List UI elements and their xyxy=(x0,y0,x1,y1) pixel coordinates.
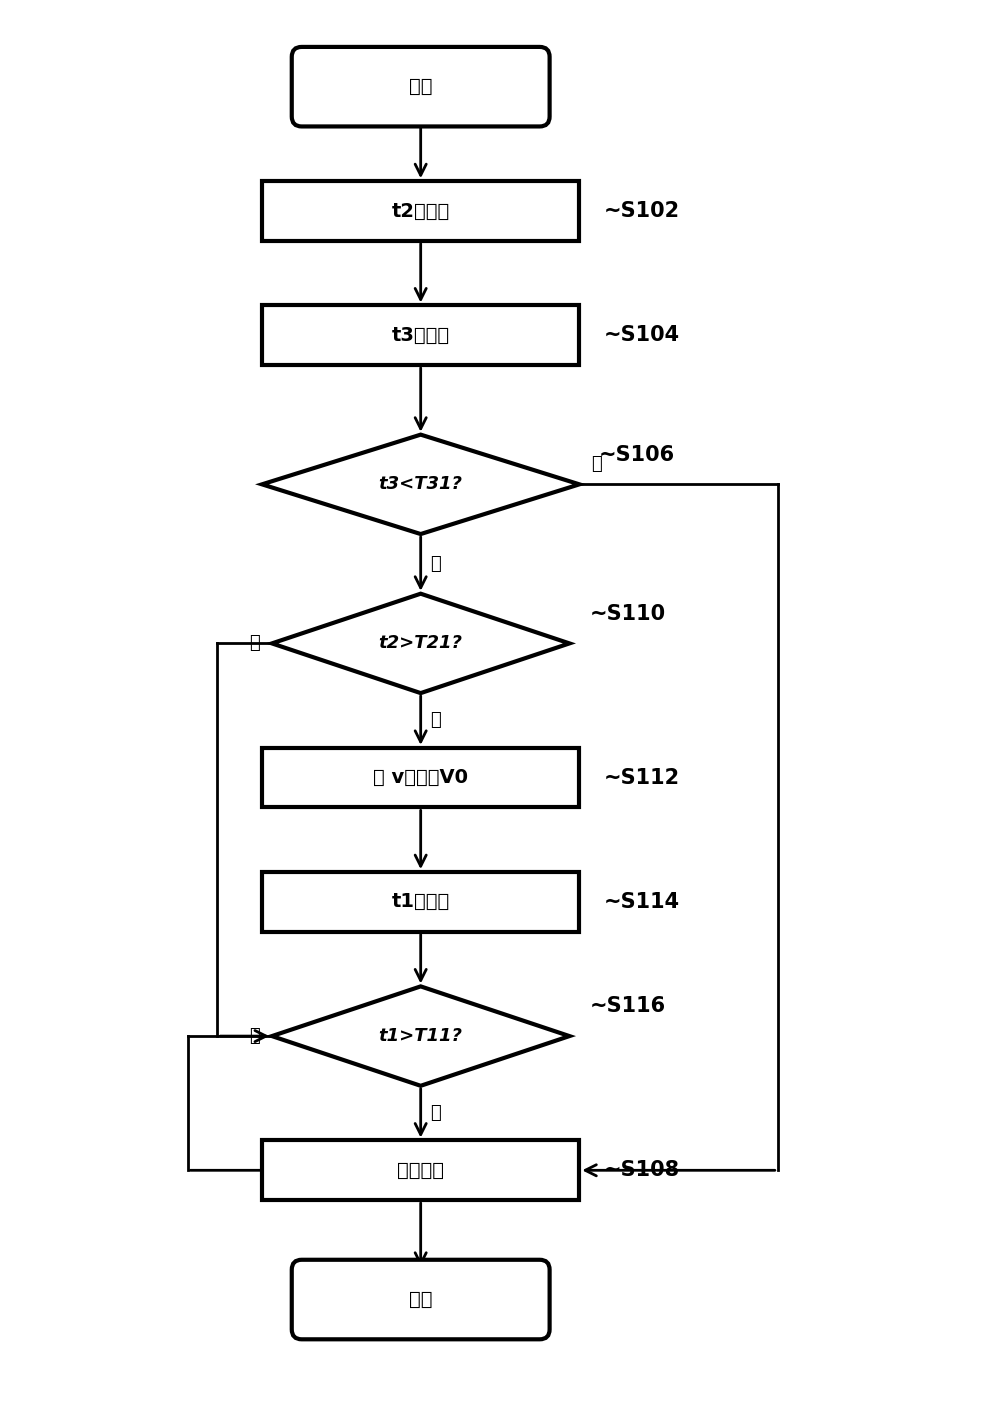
Text: 开始: 开始 xyxy=(408,77,433,97)
Text: ~S106: ~S106 xyxy=(600,444,675,464)
Text: ~S114: ~S114 xyxy=(605,892,680,912)
Text: 否: 否 xyxy=(592,455,602,474)
Text: 否: 否 xyxy=(249,635,260,652)
Text: t2>T21?: t2>T21? xyxy=(378,635,463,652)
FancyBboxPatch shape xyxy=(292,47,549,127)
Bar xyxy=(262,1140,579,1200)
Text: 燃料增量: 燃料增量 xyxy=(397,1161,445,1180)
Text: ~S112: ~S112 xyxy=(605,767,680,787)
Text: 返回: 返回 xyxy=(408,1291,433,1309)
Text: 是: 是 xyxy=(431,555,442,573)
Bar xyxy=(262,872,579,932)
Bar xyxy=(262,747,579,807)
Text: 否: 否 xyxy=(249,1027,260,1044)
Polygon shape xyxy=(272,986,569,1086)
Text: ~S110: ~S110 xyxy=(590,603,665,623)
Text: t1>T11?: t1>T11? xyxy=(378,1027,463,1044)
Polygon shape xyxy=(272,593,569,693)
Text: t1的检测: t1的检测 xyxy=(391,892,450,911)
Text: 从 v增加到V0: 从 v增加到V0 xyxy=(373,768,468,787)
FancyBboxPatch shape xyxy=(292,1259,549,1339)
Text: ~S102: ~S102 xyxy=(605,201,680,221)
Text: t2的检测: t2的检测 xyxy=(391,202,450,221)
Polygon shape xyxy=(262,434,579,534)
Text: ~S104: ~S104 xyxy=(605,326,680,346)
Text: 是: 是 xyxy=(431,712,442,730)
Text: t3<T31?: t3<T31? xyxy=(378,475,463,494)
Bar xyxy=(262,181,579,240)
Text: ~S108: ~S108 xyxy=(605,1160,680,1180)
Text: 是: 是 xyxy=(431,1104,442,1123)
Bar xyxy=(262,306,579,366)
Text: t3的检测: t3的检测 xyxy=(391,326,450,344)
Text: ~S116: ~S116 xyxy=(590,996,665,1016)
